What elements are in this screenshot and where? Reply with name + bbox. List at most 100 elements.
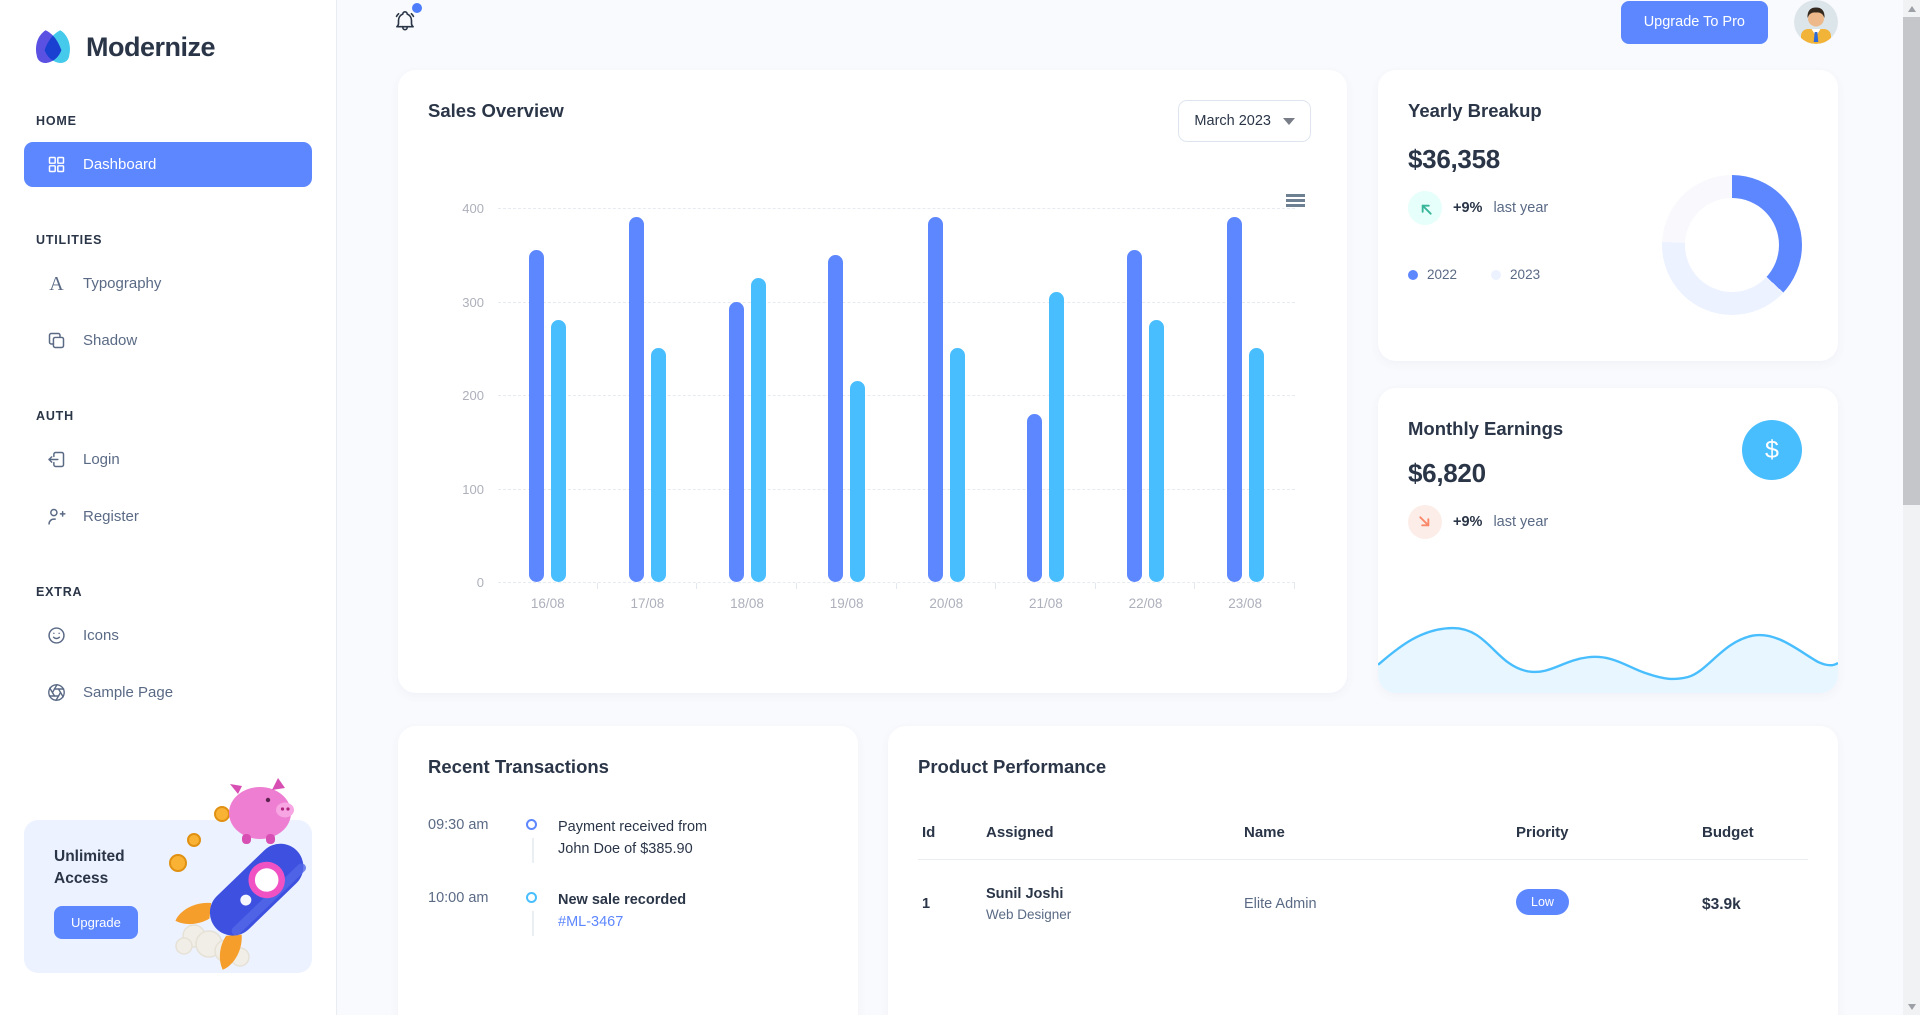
cell-id: 1 — [922, 896, 931, 912]
logo[interactable]: Modernize — [24, 0, 312, 68]
sidebar-item-label: Icons — [83, 627, 119, 644]
topbar: Upgrade To Pro — [337, 0, 1920, 44]
timeline-dot — [526, 819, 537, 830]
main-area: Upgrade To Pro — [337, 0, 1920, 1015]
grid-icon — [48, 156, 65, 173]
trend-down-badge — [1408, 505, 1442, 539]
bar-group-19/08 — [797, 208, 897, 589]
transaction-time: 09:30 am — [428, 817, 489, 833]
yearly-change-caption: last year — [1493, 200, 1549, 216]
bar-group-17/08 — [598, 208, 698, 589]
sidebar-item-typography[interactable]: A Typography — [24, 261, 312, 306]
chevron-down-icon — [1283, 117, 1295, 125]
period-select-value: March 2023 — [1194, 113, 1271, 129]
sidebar-item-register[interactable]: Register — [24, 494, 312, 539]
recent-transactions-title: Recent Transactions — [428, 756, 609, 777]
monthly-earnings-title: Monthly Earnings — [1408, 418, 1564, 439]
notification-dot — [412, 3, 422, 13]
dollar-icon: $ — [1742, 420, 1802, 480]
product-performance-title: Product Performance — [918, 756, 1107, 777]
column-header-name: Name — [1244, 824, 1285, 841]
user-plus-icon — [48, 508, 66, 525]
transaction-item: 09:30 am Payment received from John Doe … — [428, 816, 828, 889]
recent-transactions-card: Recent Transactions 09:30 am Payment rec… — [398, 726, 858, 1015]
arrow-down-right-icon — [1418, 515, 1429, 526]
legend-label-2022: 2022 — [1427, 267, 1458, 282]
user-avatar[interactable] — [1794, 0, 1838, 44]
sidebar-item-label: Sample Page — [83, 684, 174, 701]
upgrade-to-pro-button[interactable]: Upgrade To Pro — [1620, 0, 1768, 44]
priority-badge: Low — [1516, 889, 1569, 915]
chart-menu-icon[interactable] — [1286, 194, 1305, 209]
bar-group-20/08 — [897, 208, 997, 589]
trend-up-badge — [1408, 191, 1442, 225]
sidebar-item-dashboard[interactable]: Dashboard — [24, 142, 312, 187]
timeline-connector — [532, 838, 534, 863]
modernize-logo-icon — [36, 30, 70, 63]
sidebar-item-shadow[interactable]: Shadow — [24, 318, 312, 363]
bar-group-18/08 — [697, 208, 797, 589]
table-row: 1 Sunil Joshi Web Designer Elite Admin L… — [918, 860, 1808, 922]
transaction-link[interactable]: #ML-3467 — [558, 914, 624, 931]
sidebar-item-label: Dashboard — [83, 156, 157, 173]
sidebar-item-label: Shadow — [83, 332, 138, 349]
copy-icon — [48, 332, 65, 349]
legend-dot-2023 — [1491, 269, 1502, 280]
bar-group-23/08 — [1195, 208, 1295, 589]
yearly-breakup-title: Yearly Breakup — [1408, 100, 1542, 121]
period-select[interactable]: March 2023 — [1178, 100, 1311, 142]
monthly-change-caption: last year — [1493, 514, 1549, 530]
dashboard-content: Sales Overview March 2023 400 300 200 100 0 … — [337, 44, 1920, 1015]
yearly-breakup-value: $36,358 — [1408, 144, 1500, 174]
timeline-connector — [532, 910, 534, 936]
product-performance-card: Product Performance Id Assigned Name Pri… — [888, 726, 1838, 1015]
product-table: Id Assigned Name Priority Budget 1 Sunil… — [918, 824, 1808, 922]
monthly-change: +9% — [1453, 514, 1483, 530]
upgrade-button[interactable]: Upgrade — [54, 905, 138, 939]
typography-icon: A — [49, 272, 64, 295]
sidebar-item-sample-page[interactable]: Sample Page — [24, 670, 312, 715]
notifications-button[interactable] — [385, 2, 425, 42]
section-label-home: HOME — [36, 114, 77, 128]
sales-overview-card: Sales Overview March 2023 400 300 200 100 0 … — [398, 70, 1347, 693]
avatar-image — [1794, 0, 1838, 44]
arrow-up-left-icon — [1421, 204, 1432, 215]
vertical-scrollbar[interactable] — [1903, 0, 1920, 1015]
aperture-icon — [48, 683, 65, 702]
sidebar-item-login[interactable]: Login — [24, 437, 312, 482]
transaction-text-line1: Payment received from — [558, 819, 708, 835]
transaction-time: 10:00 am — [428, 889, 489, 906]
table-header-row: Id Assigned Name Priority Budget — [918, 824, 1808, 860]
cell-budget: $3.9k — [1702, 896, 1741, 913]
cell-assigned-role: Web Designer — [986, 907, 1072, 922]
section-label-extra: EXTRA — [36, 585, 83, 599]
column-header-budget: Budget — [1702, 824, 1754, 841]
smile-icon — [48, 627, 65, 644]
scrollbar-down-arrow[interactable] — [1903, 998, 1920, 1015]
sidebar-upgrade-card: Unlimited Access Upgrade — [24, 778, 312, 973]
bar-group-21/08 — [996, 208, 1096, 589]
chart-grid: 400 300 200 100 0 — [462, 201, 1295, 590]
upgrade-card-title-line1: Unlimited — [54, 848, 125, 865]
bar-group-22/08 — [1096, 208, 1196, 589]
transaction-item: 10:00 am New sale recorded #ML-3467 — [428, 889, 828, 962]
scrollbar-up-arrow[interactable] — [1903, 0, 1920, 17]
monthly-earnings-area-chart — [1378, 626, 1838, 693]
yearly-legend: 2022 2023 — [1408, 267, 1808, 282]
sales-overview-title: Sales Overview — [428, 100, 564, 121]
transaction-text-line1: New sale recorded — [558, 891, 687, 908]
sidebar-item-label: Login — [83, 451, 120, 468]
sidebar-item-label: Typography — [83, 275, 162, 292]
scrollbar-thumb[interactable] — [1903, 17, 1920, 505]
cell-assigned-name: Sunil Joshi — [986, 886, 1064, 902]
transaction-text-line2: John Doe of $385.90 — [558, 841, 693, 858]
column-header-priority: Priority — [1516, 824, 1569, 841]
yearly-change: +9% — [1453, 200, 1483, 216]
monthly-earnings-value: $6,820 — [1408, 458, 1486, 488]
sidebar: Modernize HOME Dashboard UTILITIES A Typ… — [0, 0, 337, 1015]
sidebar-item-icons[interactable]: Icons — [24, 613, 312, 658]
logo-text: Modernize — [86, 31, 216, 62]
timeline-dot — [526, 891, 537, 903]
yearly-donut-chart — [1662, 175, 1802, 315]
